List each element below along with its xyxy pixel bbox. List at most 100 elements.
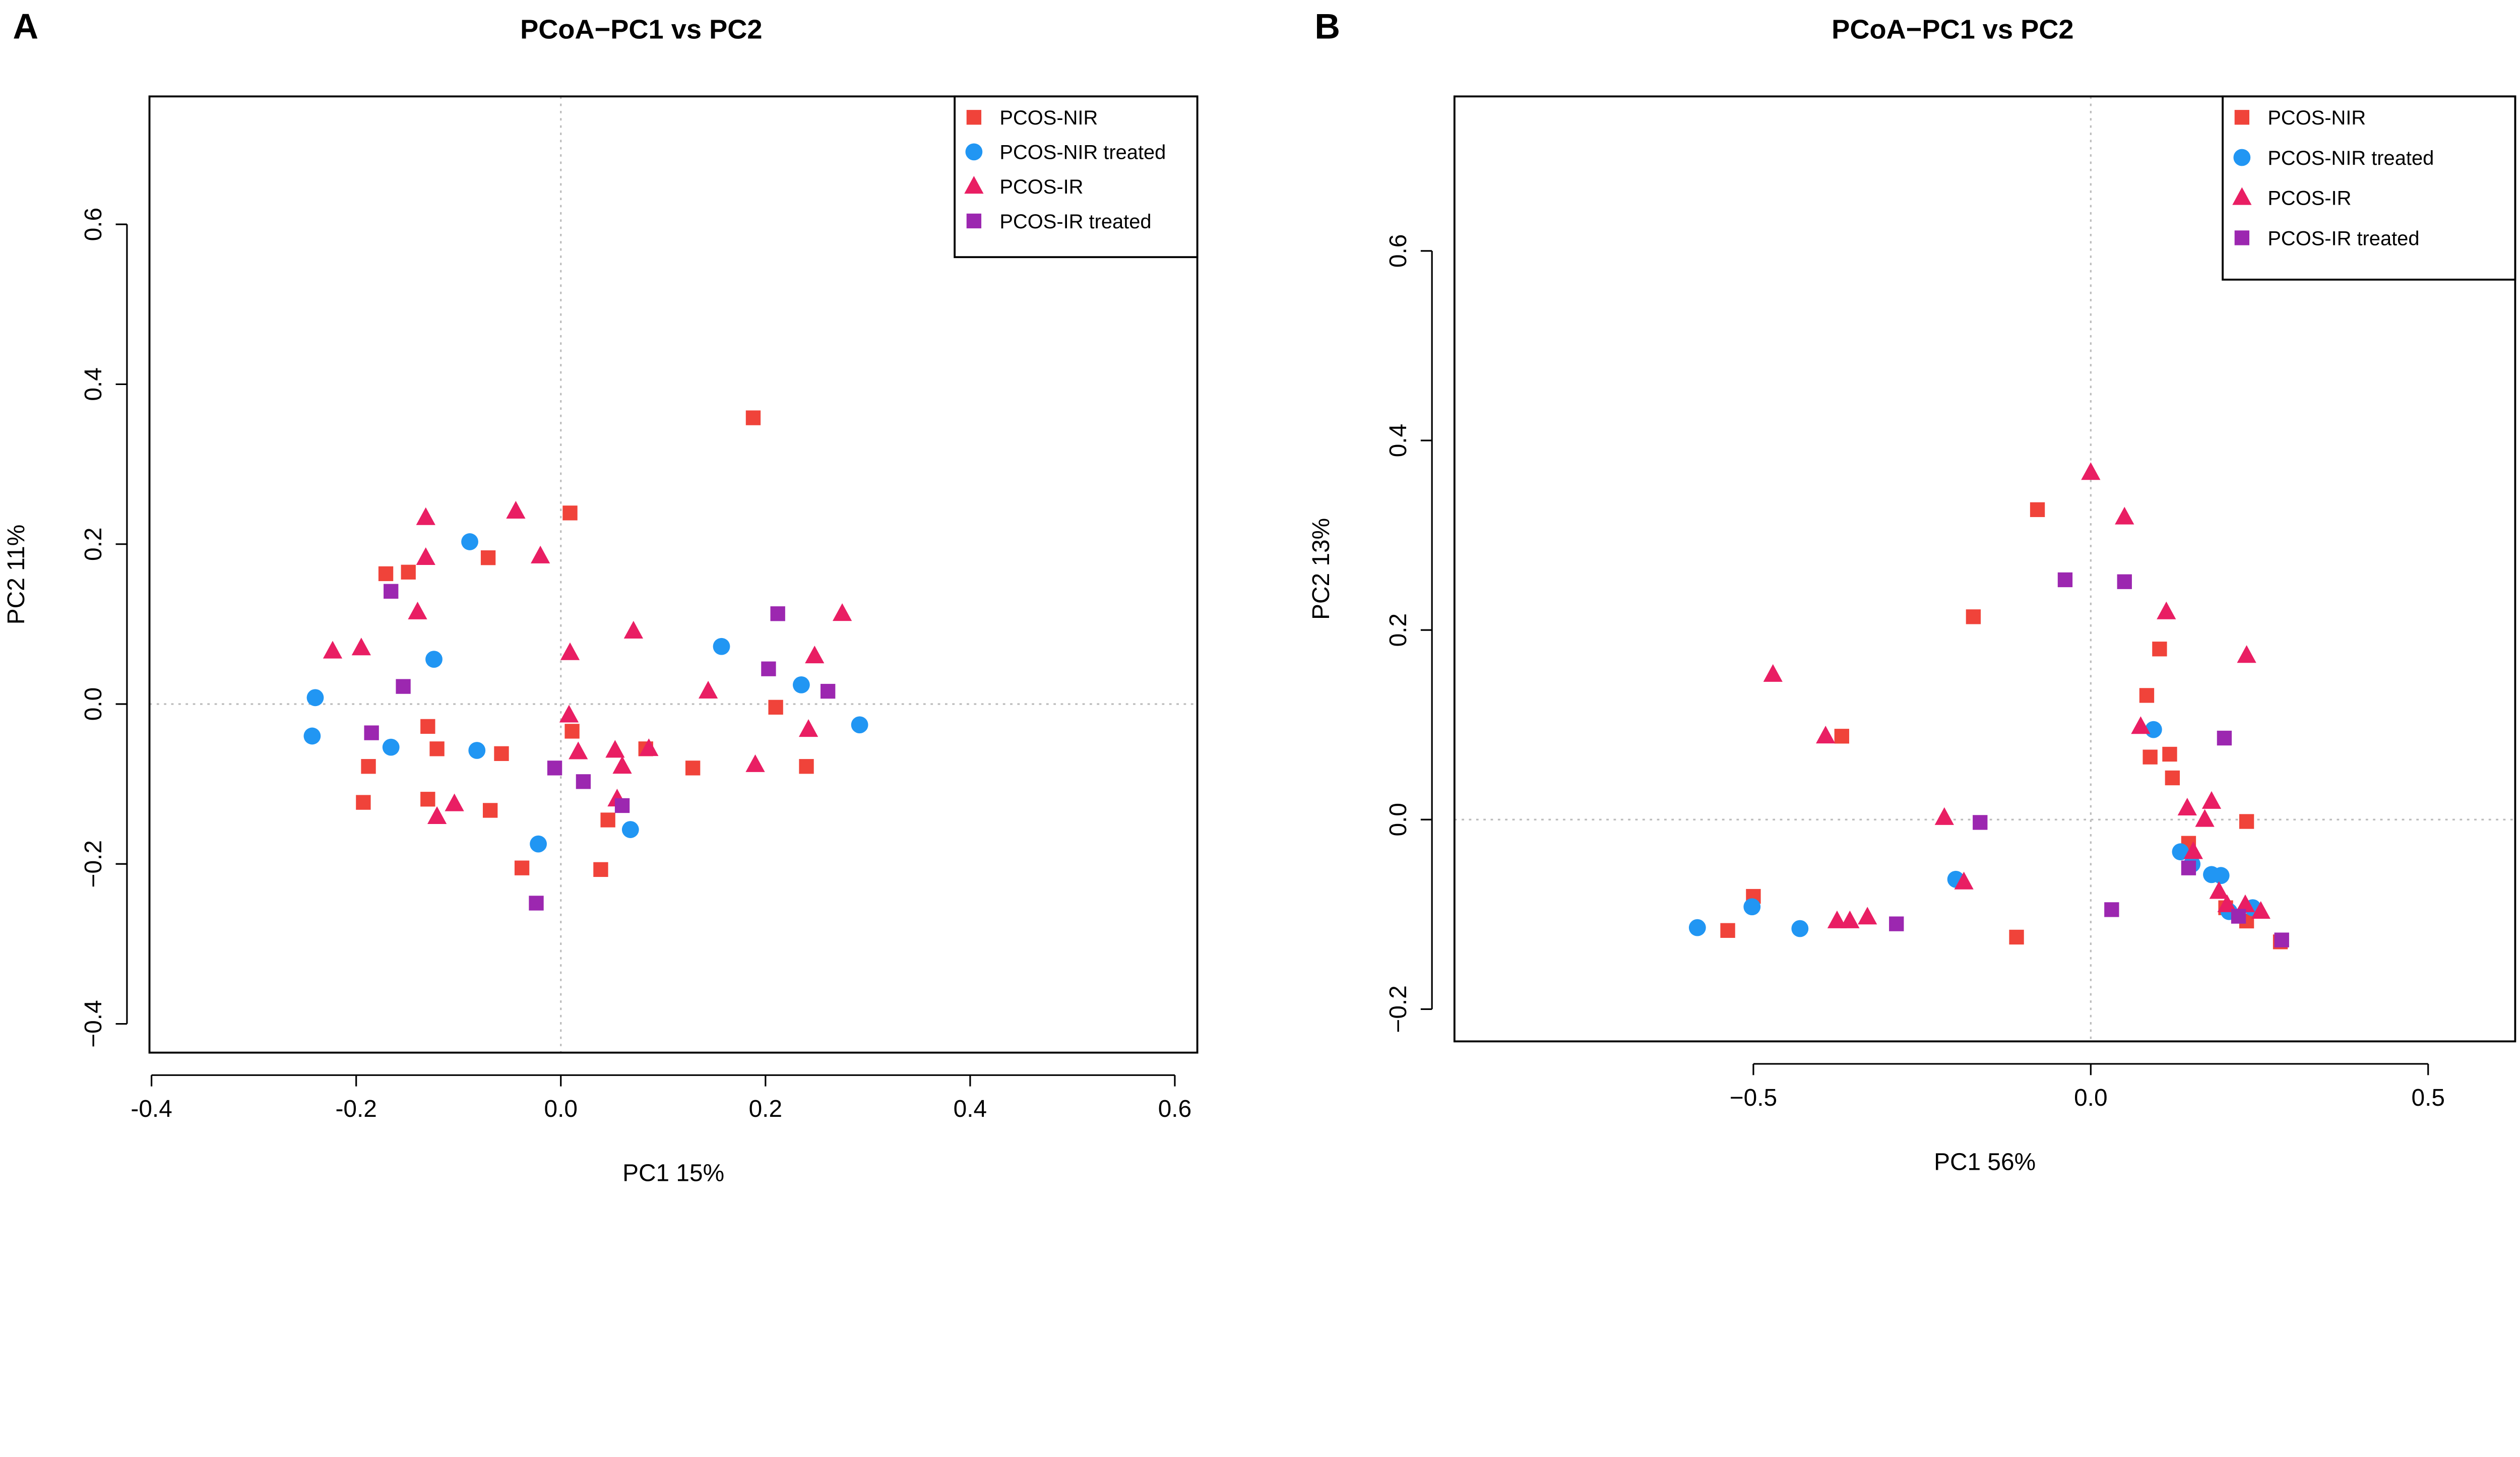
data-point [425,651,443,668]
data-point [482,803,498,818]
x-tick-label: 0.0 [2074,1085,2108,1111]
data-point [560,642,580,660]
data-point [2117,574,2132,589]
legend-box [2222,95,2516,281]
y-tick-label: 0.4 [80,367,107,401]
data-point [530,835,547,853]
data-point [2057,572,2073,588]
x-tick-label: -0.2 [335,1096,376,1122]
y-tick-label: −0.2 [1385,985,1412,1033]
data-point [851,716,868,734]
data-point [1966,609,1981,624]
chart-title: PCoA−PC1 vs PC2 [520,15,762,45]
data-point [2139,688,2155,703]
legend-label: PCOS-NIR treated [999,142,1166,164]
y-tick-label: 0.2 [1385,613,1412,647]
y-tick-label: −0.2 [80,840,107,888]
legend-label: PCOS-NIR treated [2267,147,2434,169]
data-point [401,564,416,580]
data-point [564,724,580,739]
data-point [832,603,852,621]
data-point [364,725,379,740]
data-point [1834,729,1849,744]
legend: PCOS-NIR PCOS-NIR treated PCOS-IR PCOS-IR t… [2222,95,2516,281]
data-point [1827,910,1847,928]
x-axis-label: PC1 56% [1934,1149,2036,1175]
data-point [2239,814,2254,829]
panel-b: B PCoA−PC1 vs PC2 −0.5 0.0 0.5 PC1 56% −0.2 0.0… [1308,7,2516,1175]
data-point [2143,749,2158,765]
y-axis-label: PC2 11% [3,525,30,625]
y-tick-label: 0.2 [80,527,107,561]
legend-label: PCOS-NIR [2267,107,2366,129]
series-pcos-ir-treated [1889,572,2289,947]
legend-marker [2234,230,2250,245]
data-point [2081,462,2101,480]
data-point [382,738,400,756]
legend-label: PCOS-IR [2267,187,2351,210]
data-point [2231,909,2246,924]
data-point [1889,916,1904,931]
data-point [378,566,394,582]
x-tick-label: 0.0 [544,1096,578,1122]
legend-marker [966,213,982,229]
data-point [1973,815,1988,830]
chart-title: PCoA−PC1 vs PC2 [1832,15,2073,45]
data-point [445,793,464,811]
legend-box [954,95,1199,259]
data-point [303,727,321,745]
data-point [416,507,435,525]
data-point [529,896,544,911]
data-point [2217,894,2237,912]
data-point [420,719,435,734]
data-point [768,700,783,715]
plot-frame [148,95,1199,1054]
data-point [506,500,526,519]
plot-frame [1453,95,2516,1043]
pcoa-figure: A PCoA−PC1 vs PC2 -0.4 -0.2 0.0 0.2 0.4 0.6 PC1 … [3,7,2516,1187]
data-point [2209,881,2229,899]
data-point [1840,910,1860,928]
data-point [396,679,411,694]
y-tick-label: 0.4 [1385,424,1412,458]
data-point [2201,791,2222,809]
data-point [531,545,550,563]
data-point [2251,901,2271,919]
legend-marker [966,110,982,125]
data-point [408,601,427,619]
legend: PCOS-NIR PCOS-NIR treated PCOS-IR PCOS-IR t… [954,95,1199,259]
y-tick-label: 0.0 [80,687,107,721]
series-pcos-nir-treated [303,533,868,853]
data-point [384,584,399,599]
data-point [2030,502,2045,517]
data-point [2274,932,2289,947]
data-point [468,742,486,759]
data-point [2009,929,2024,945]
data-point [612,755,632,774]
data-point [698,680,718,699]
data-point [569,741,588,759]
data-point [1763,664,1783,682]
data-point [639,738,659,756]
data-point [2131,716,2151,734]
data-point [2177,797,2197,816]
data-point [576,774,591,789]
data-point [1954,871,1974,890]
data-point [805,646,825,664]
x-tick-label: 0.5 [2411,1085,2445,1111]
data-point [2181,860,2196,875]
data-point [2157,601,2176,619]
series-pcos-nir [1720,502,2288,949]
data-point [2195,809,2215,827]
panel-a: A PCoA−PC1 vs PC2 -0.4 -0.2 0.0 0.2 0.4 0.6 PC1 … [3,7,1199,1187]
x-tick-label: -0.4 [131,1096,172,1122]
x-axis-label: PC1 15% [622,1160,724,1187]
data-point [1816,726,1836,744]
data-point [1688,919,1706,936]
data-point [770,606,785,621]
data-point [2217,730,2232,746]
data-point [2165,770,2180,786]
data-point [799,759,814,774]
data-point [461,533,478,550]
data-point [621,821,639,838]
